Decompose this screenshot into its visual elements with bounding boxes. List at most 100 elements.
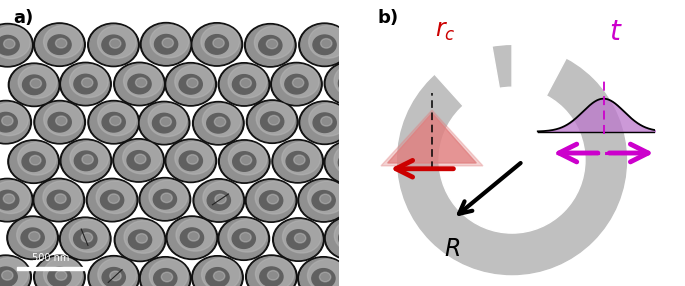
Circle shape	[110, 116, 121, 126]
Circle shape	[18, 142, 56, 175]
Circle shape	[214, 117, 226, 127]
Circle shape	[74, 151, 97, 171]
Circle shape	[240, 78, 251, 88]
Circle shape	[36, 257, 83, 286]
Circle shape	[266, 39, 277, 49]
Circle shape	[232, 229, 256, 249]
Circle shape	[35, 180, 82, 220]
Circle shape	[29, 155, 41, 165]
Circle shape	[82, 78, 93, 88]
Circle shape	[153, 190, 177, 209]
Circle shape	[214, 271, 225, 281]
Circle shape	[162, 38, 173, 48]
Circle shape	[334, 143, 373, 176]
Circle shape	[102, 112, 125, 132]
Circle shape	[187, 78, 198, 88]
Circle shape	[60, 62, 111, 106]
Circle shape	[285, 74, 308, 94]
Circle shape	[55, 271, 67, 280]
Circle shape	[282, 142, 321, 175]
Circle shape	[319, 272, 331, 282]
Circle shape	[233, 152, 256, 171]
Circle shape	[269, 116, 279, 125]
Circle shape	[127, 151, 150, 170]
Circle shape	[21, 228, 45, 248]
Circle shape	[23, 75, 46, 95]
Circle shape	[36, 102, 84, 142]
Circle shape	[175, 142, 214, 174]
Circle shape	[44, 103, 82, 136]
Circle shape	[326, 142, 373, 182]
Circle shape	[275, 220, 322, 260]
Circle shape	[274, 141, 321, 181]
Circle shape	[22, 152, 45, 171]
Circle shape	[153, 269, 177, 286]
Circle shape	[124, 221, 163, 253]
Circle shape	[142, 24, 190, 64]
Circle shape	[141, 179, 188, 219]
Circle shape	[62, 219, 109, 259]
Circle shape	[44, 258, 82, 286]
Circle shape	[110, 271, 121, 281]
Circle shape	[260, 267, 283, 286]
Text: 500 nm: 500 nm	[32, 253, 70, 263]
Circle shape	[47, 190, 71, 210]
Text: $r_c$: $r_c$	[435, 19, 456, 43]
Circle shape	[140, 257, 191, 286]
Circle shape	[140, 103, 188, 143]
Circle shape	[240, 233, 251, 242]
Circle shape	[116, 64, 163, 104]
Circle shape	[326, 63, 374, 103]
Circle shape	[260, 191, 283, 210]
Polygon shape	[381, 110, 483, 166]
Circle shape	[324, 141, 375, 184]
Circle shape	[247, 100, 298, 143]
Circle shape	[180, 228, 203, 247]
Circle shape	[70, 65, 108, 98]
Circle shape	[193, 24, 240, 64]
Circle shape	[161, 193, 172, 202]
Circle shape	[327, 218, 374, 258]
Circle shape	[135, 154, 146, 164]
Circle shape	[98, 103, 136, 136]
Circle shape	[334, 219, 373, 252]
Circle shape	[301, 103, 349, 143]
Circle shape	[179, 75, 202, 94]
Circle shape	[48, 112, 71, 132]
Circle shape	[101, 190, 124, 210]
Wedge shape	[512, 37, 570, 160]
Circle shape	[294, 155, 305, 165]
Circle shape	[195, 103, 242, 143]
Text: $R$: $R$	[445, 237, 460, 261]
Circle shape	[228, 142, 267, 175]
Circle shape	[346, 77, 358, 87]
Circle shape	[195, 180, 242, 221]
Circle shape	[219, 140, 270, 183]
Circle shape	[232, 75, 256, 94]
Circle shape	[0, 35, 19, 55]
Circle shape	[128, 230, 151, 250]
Circle shape	[259, 35, 282, 55]
Circle shape	[0, 100, 32, 144]
Circle shape	[300, 259, 347, 286]
Circle shape	[44, 25, 82, 58]
Circle shape	[228, 65, 266, 98]
Circle shape	[138, 101, 190, 145]
Circle shape	[30, 79, 42, 88]
Text: $t$: $t$	[609, 19, 623, 45]
Circle shape	[160, 117, 171, 126]
Circle shape	[338, 74, 362, 93]
Circle shape	[187, 155, 198, 164]
Circle shape	[346, 232, 358, 241]
Circle shape	[153, 113, 175, 133]
Circle shape	[260, 112, 284, 132]
Circle shape	[55, 38, 67, 48]
Circle shape	[55, 194, 66, 203]
Circle shape	[48, 35, 71, 54]
Circle shape	[267, 194, 279, 204]
Circle shape	[149, 259, 188, 286]
Circle shape	[0, 25, 32, 65]
Circle shape	[123, 65, 162, 98]
Circle shape	[245, 179, 297, 222]
Circle shape	[114, 62, 165, 106]
